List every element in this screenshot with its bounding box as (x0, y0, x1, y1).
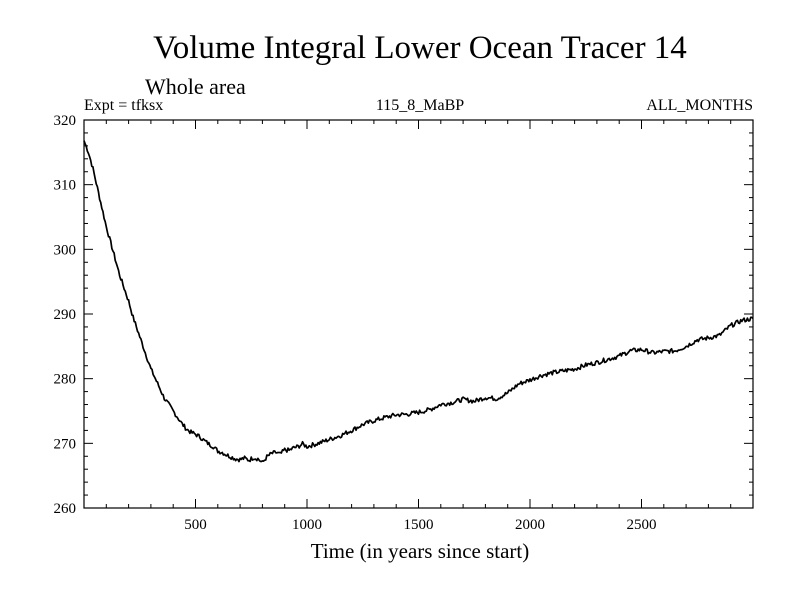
axis-ticks (84, 119, 753, 509)
y-tick-label: 300 (54, 242, 77, 258)
x-tick-label: 1000 (292, 517, 322, 533)
y-tick-label: 270 (54, 436, 77, 452)
plot-frame (83, 119, 754, 509)
y-tick-labels: 260 270 280 290 300 310 320 (54, 113, 77, 517)
x-tick-label: 2000 (515, 517, 545, 533)
x-tick-labels: 500 1000 1500 2000 2500 (184, 517, 656, 533)
y-tick-label: 290 (54, 307, 77, 323)
series-line (83, 140, 754, 463)
y-tick-label: 320 (54, 113, 77, 129)
period-label: 115_8_MaBP (376, 97, 464, 114)
x-tick-label: 1500 (404, 517, 434, 533)
series-layer (83, 140, 754, 463)
x-tick-label: 500 (184, 517, 207, 533)
chart-subtitle: Whole area (145, 74, 246, 99)
x-tick-label: 2500 (627, 517, 657, 533)
x-axis-label: Time (in years since start) (311, 539, 530, 563)
chart-title: Volume Integral Lower Ocean Tracer 14 (153, 30, 687, 66)
months-label: ALL_MONTHS (646, 97, 753, 114)
y-tick-label: 280 (54, 372, 77, 388)
y-tick-label: 310 (54, 178, 77, 194)
y-tick-label: 260 (54, 501, 77, 517)
experiment-label: Expt = tfksx (84, 97, 163, 114)
